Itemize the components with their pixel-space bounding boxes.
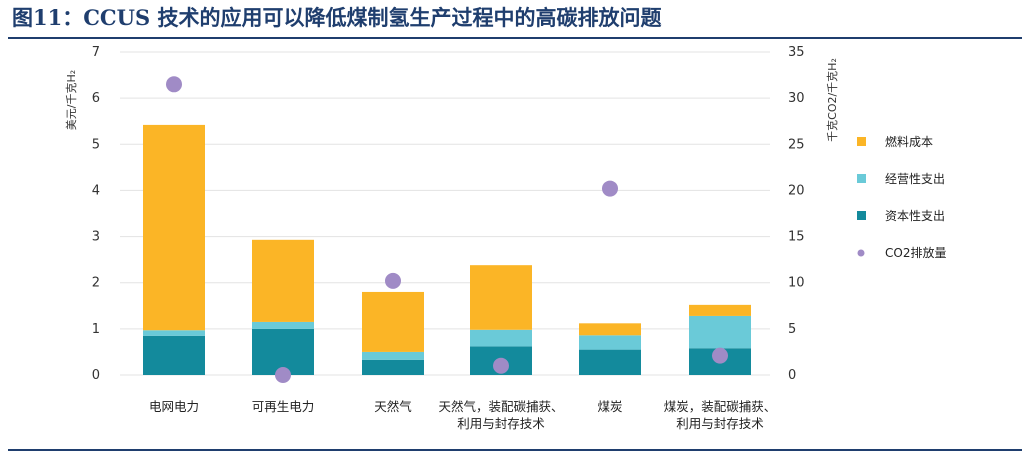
top-rule <box>8 37 1022 39</box>
bar-segment-3-cat-6 <box>689 304 751 316</box>
category-label: 煤炭，装配碳捕获、 <box>664 399 777 414</box>
right-tick-label: 35 <box>788 45 805 60</box>
right-axis-title: 千克CO2/千克H₂ <box>826 58 839 142</box>
left-tick-label: 1 <box>92 322 100 337</box>
right-tick-label: 0 <box>788 368 796 383</box>
right-tick-label: 20 <box>788 183 805 198</box>
left-tick-label: 4 <box>92 183 100 198</box>
bar-segment-2-cat-3 <box>362 351 424 360</box>
bar-segment-2-cat-4 <box>470 329 532 347</box>
left-axis-title: 美元/千克H₂ <box>65 70 78 130</box>
figure-title: 图11：CCUS 技术的应用可以降低煤制氢生产过程中的高碳排放问题 <box>12 5 662 30</box>
right-tick-label: 15 <box>788 230 805 245</box>
category-label: 天然气 <box>374 399 412 414</box>
category-label: 利用与封存技术 <box>676 416 764 431</box>
right-tick-label: 5 <box>788 322 796 337</box>
bottom-rule <box>8 449 1022 451</box>
bar-segment-3-cat-1 <box>143 124 205 331</box>
bar-segment-3-cat-3 <box>362 291 424 352</box>
right-tick-label: 25 <box>788 137 805 152</box>
bar-segment-2-cat-6 <box>689 315 751 349</box>
legend-swatch-3 <box>857 211 866 220</box>
left-tick-label: 5 <box>92 137 100 152</box>
category-label: 可再生电力 <box>252 399 315 414</box>
legend-swatch-1 <box>857 137 866 146</box>
legend-swatch-co2 <box>857 249 865 257</box>
right-axis-ticks: 0 5 10 15 20 25 30 35 <box>788 45 805 383</box>
co2-point-6 <box>712 347 728 364</box>
bar-segment-1-cat-3 <box>362 359 424 375</box>
category-label: 电网电力 <box>149 399 199 414</box>
co2-point-4 <box>493 357 509 374</box>
left-axis-ticks: 0 1 2 3 4 5 6 7 <box>92 45 100 383</box>
bar-segment-1-cat-1 <box>143 335 205 375</box>
left-tick-label: 0 <box>92 368 100 383</box>
category-label: 天然气，装配碳捕获、 <box>438 399 563 414</box>
co2-point-5 <box>602 180 618 197</box>
category-label: 煤炭 <box>597 399 622 414</box>
bar-segment-3-cat-5 <box>579 323 641 336</box>
legend-label: 资本性支出 <box>885 209 945 223</box>
legend-label: 燃料成本 <box>885 134 933 149</box>
bar-segment-3-cat-2 <box>252 239 314 322</box>
bar-segment-3-cat-4 <box>470 265 532 330</box>
co2-points <box>166 76 728 383</box>
bar-segment-2-cat-1 <box>143 330 205 336</box>
left-tick-label: 2 <box>92 276 100 291</box>
bar-segment-2-cat-5 <box>579 335 641 350</box>
legend-label: CO2排放量 <box>885 245 946 260</box>
right-tick-label: 30 <box>788 91 805 106</box>
left-tick-label: 3 <box>92 230 100 245</box>
co2-point-3 <box>385 272 401 289</box>
legend-label: 经营性支出 <box>885 172 945 186</box>
co2-point-2 <box>275 367 291 383</box>
grid-lines <box>120 51 770 376</box>
co2-point-1 <box>166 76 182 93</box>
left-tick-label: 7 <box>92 45 100 60</box>
bars <box>143 124 751 375</box>
bar-segment-1-cat-5 <box>579 349 641 375</box>
right-tick-label: 10 <box>788 276 805 291</box>
legend-swatch-2 <box>857 174 866 183</box>
bar-segment-2-cat-2 <box>252 321 314 329</box>
category-label: 利用与封存技术 <box>457 416 545 431</box>
left-tick-label: 6 <box>92 91 100 106</box>
